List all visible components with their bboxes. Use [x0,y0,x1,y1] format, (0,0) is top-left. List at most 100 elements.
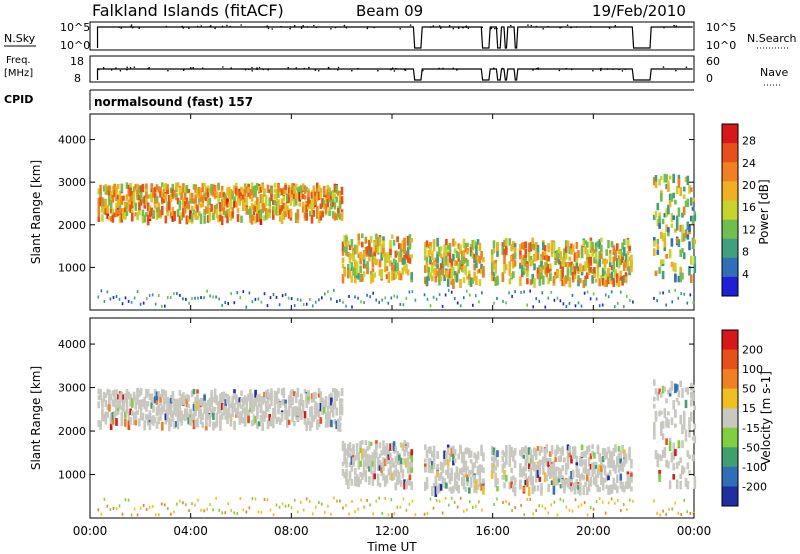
echo-mark [529,458,533,464]
echo-mark [256,213,259,223]
echo-mark [524,258,527,266]
echo-mark [536,485,540,492]
echo-mark [150,183,153,189]
near-range-mark [242,290,245,294]
near-range-mark [426,297,429,301]
echo-mark [691,436,695,441]
echo-mark [189,408,192,415]
freq-tick-top: 18 [70,55,84,68]
echo-mark [357,253,361,259]
echo-mark [298,202,301,207]
echo-mark [152,415,155,423]
echo-mark [452,279,455,289]
echo-mark [270,418,273,427]
echo-mark [338,213,342,220]
echo-mark [153,391,157,397]
echo-mark [492,240,496,249]
echo-mark [357,454,361,464]
echo-mark [681,465,684,475]
near-range-mark [668,289,670,293]
echo-mark [427,446,431,453]
status-trace-dot [303,67,306,70]
echo-mark [240,404,243,410]
near-range-mark [158,294,160,298]
status-trace-dot [138,27,140,30]
echo-mark [168,405,171,415]
echo-mark [206,207,210,214]
echo-mark [272,199,275,206]
status-trace-dot [192,66,194,69]
echo-mark [145,212,148,217]
echo-mark [490,262,494,272]
echo-mark [127,393,131,399]
echo-mark [383,268,387,273]
echo-mark [139,185,143,191]
echo-mark [394,456,398,464]
echo-mark [394,274,398,279]
echo-mark [380,467,383,473]
status-trace-dot [621,70,624,72]
echo-mark [217,400,220,407]
echo-mark [385,274,389,279]
echo-mark [155,408,159,416]
echo-mark [399,273,403,281]
echo-mark [192,209,196,215]
echo-mark [238,402,242,408]
echo-mark [139,389,143,394]
echo-mark [109,199,113,210]
echo-mark [159,396,162,403]
freq-trace [96,66,693,81]
echo-mark [536,270,540,277]
echo-mark [425,477,429,483]
echo-mark [270,417,273,422]
echo-mark [150,402,153,409]
status-trace-dot [271,28,274,30]
echo-mark [527,463,531,469]
echo-mark [328,394,331,402]
echo-mark [626,251,630,256]
echo-mark [443,274,446,282]
near-range-mark [182,297,184,301]
echo-mark [125,202,129,208]
echo-mark [129,183,132,188]
echo-mark [526,270,529,278]
echo-mark [270,187,273,193]
echo-mark [480,251,483,260]
near-range-mark [170,296,172,299]
echo-mark [277,416,280,422]
echo-mark [300,409,303,415]
echo-mark [208,214,212,222]
echo-mark [101,197,104,207]
echo-mark [155,212,159,220]
echo-mark [316,182,319,190]
near-range-mark [544,305,547,309]
echo-mark [343,246,346,253]
echo-mark [665,208,668,218]
echo-mark [691,206,695,211]
echo-mark [547,483,550,493]
echo-mark [630,260,633,268]
near-range-mark [472,505,474,509]
echo-mark [316,213,319,219]
echo-mark [436,264,439,269]
near-range-mark [586,513,589,517]
echo-mark [653,240,656,247]
echo-mark [660,259,663,267]
echo-mark [148,207,152,217]
echo-mark [173,398,176,409]
echo-mark [224,193,227,201]
echo-mark [180,401,183,406]
echo-mark [396,475,399,485]
echo-mark [608,262,612,268]
echo-mark [361,440,364,445]
echo-mark [391,457,394,468]
echo-mark [161,390,164,397]
echo-mark [236,189,240,200]
echo-mark [667,389,670,394]
echo-mark [559,261,563,269]
echo-mark [589,266,593,273]
echo-mark [166,189,169,195]
echo-mark [665,224,668,233]
status-trace-dot [493,67,495,70]
